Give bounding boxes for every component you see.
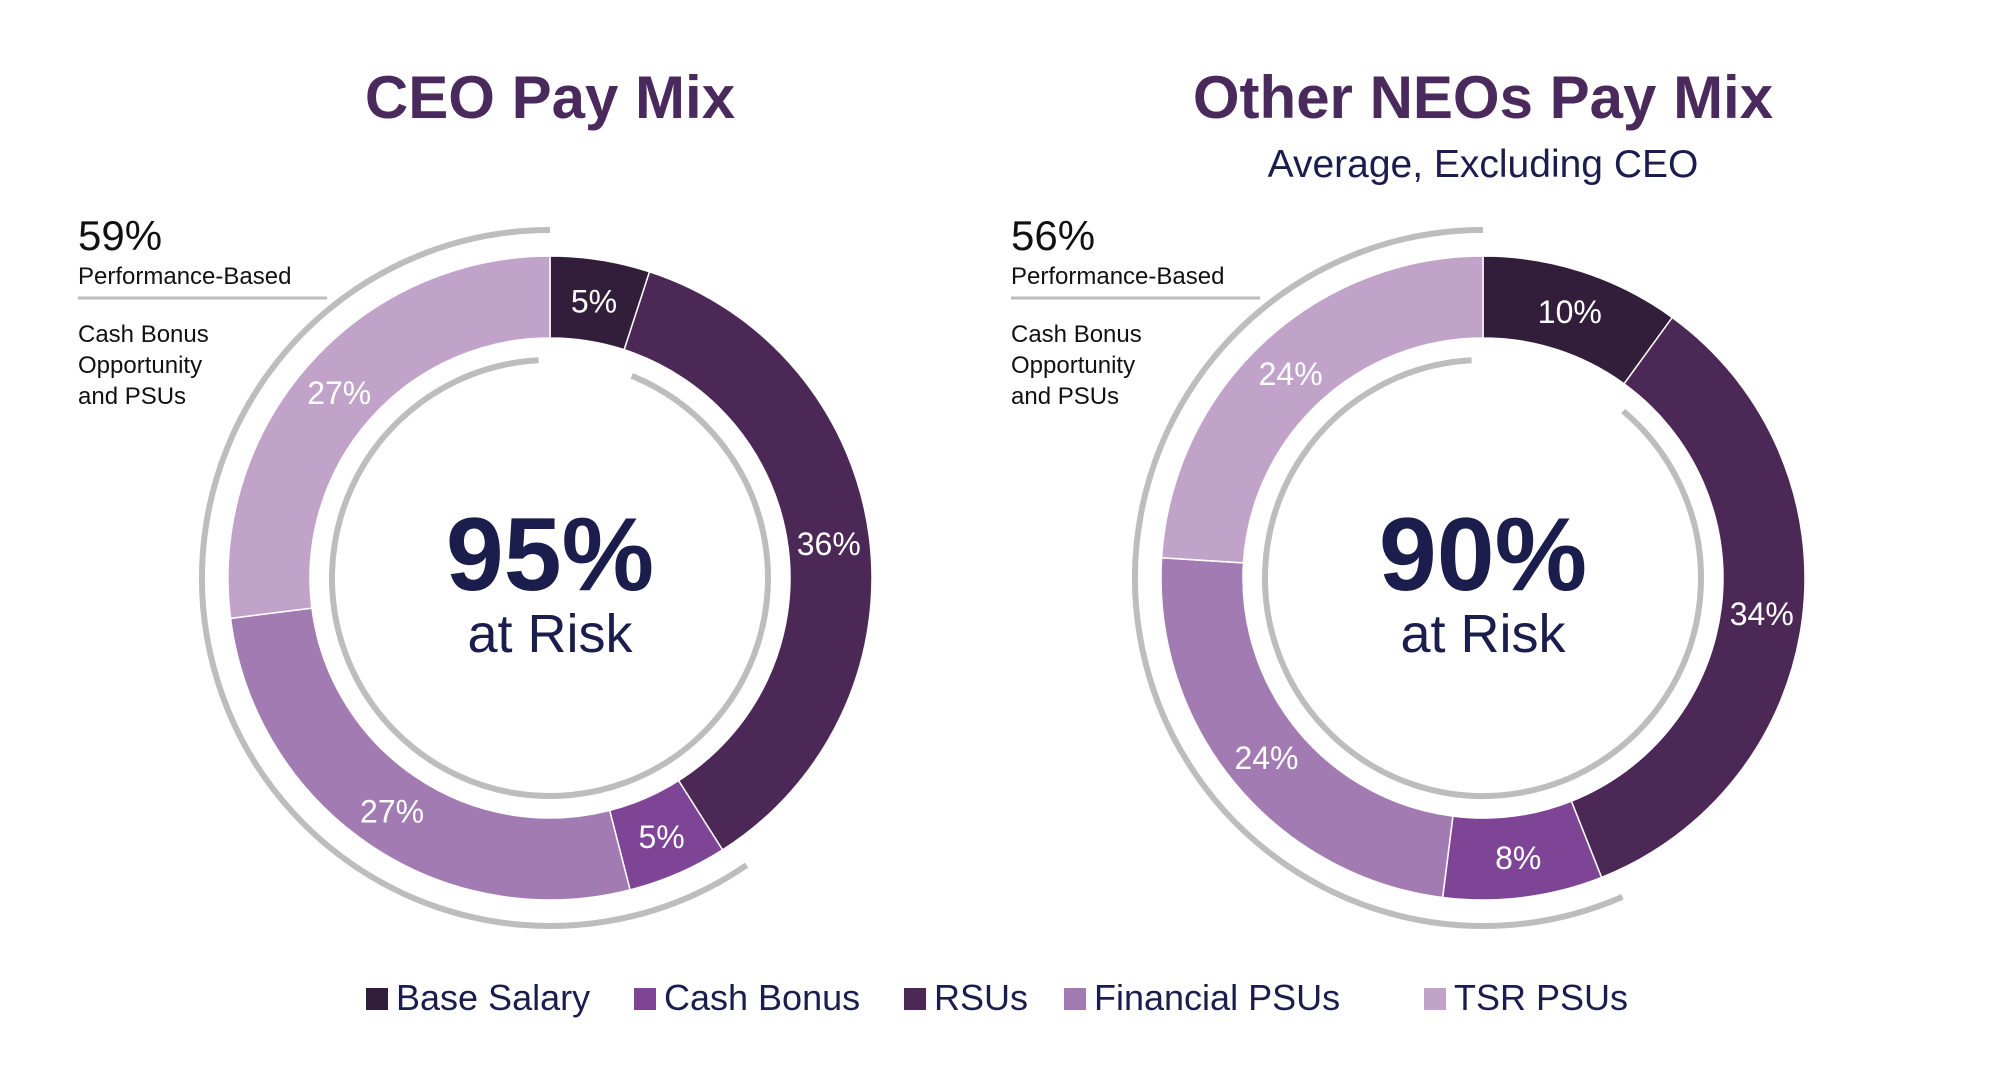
legend-label: RSUs: [934, 977, 1028, 1018]
callout-value: 56%: [1011, 212, 1095, 259]
callout-note-line: Cash Bonus: [78, 321, 209, 348]
legend-label: Base Salary: [396, 977, 590, 1018]
legend-item: TSR PSUs: [1424, 977, 1628, 1018]
slice-tsr-psus: [1160, 255, 1484, 564]
legend-swatch: [634, 988, 656, 1010]
slice-label: 10%: [1538, 294, 1602, 330]
at-risk-arc: [329, 357, 771, 799]
legend-label: Financial PSUs: [1094, 977, 1340, 1018]
slice-label: 27%: [360, 793, 424, 829]
callout-note-line: and PSUs: [78, 383, 186, 410]
callout-note-line: Cash Bonus: [1011, 321, 1142, 348]
callout-label: Performance-Based: [78, 263, 291, 290]
legend-label: TSR PSUs: [1454, 977, 1628, 1018]
slice-label: 36%: [797, 526, 861, 562]
callout-note-line: Opportunity: [1011, 352, 1135, 379]
chart-title: CEO Pay Mix: [365, 64, 735, 131]
slice-label: 24%: [1234, 740, 1298, 776]
callout-note-line: Opportunity: [78, 352, 202, 379]
slice-financial-psus: [229, 607, 631, 901]
slice-label: 27%: [307, 375, 371, 411]
center-label: at Risk: [467, 604, 633, 664]
callout-value: 59%: [78, 212, 162, 259]
legend-item: Base Salary: [366, 977, 590, 1018]
legend-label: Cash Bonus: [664, 977, 860, 1018]
callout-note-line: and PSUs: [1011, 383, 1119, 410]
legend-swatch: [1064, 988, 1086, 1010]
performance-based-arc: [199, 227, 749, 929]
slice-label: 8%: [1495, 840, 1541, 876]
center-value: 90%: [1379, 497, 1587, 613]
slice-label: 24%: [1259, 356, 1323, 392]
pay-mix-chart-1: CEO Pay Mix 5% 36% 5% 27% 27% 59% Performance-B…: [78, 64, 873, 929]
slice-rsus: [623, 270, 873, 851]
legend-item: Financial PSUs: [1064, 977, 1340, 1018]
chart-subtitle: Average, Excluding CEO: [1268, 143, 1699, 186]
at-risk-arc: [1262, 357, 1704, 799]
center-value: 95%: [446, 497, 654, 613]
legend-swatch: [1424, 988, 1446, 1010]
legend-item: RSUs: [904, 977, 1028, 1018]
center-label: at Risk: [1400, 604, 1566, 664]
slice-label: 5%: [571, 283, 617, 319]
performance-based-arc: [1132, 227, 1624, 929]
legend-item: Cash Bonus: [634, 977, 860, 1018]
chart-title: Other NEOs Pay Mix: [1193, 64, 1773, 131]
legend-swatch: [904, 988, 926, 1010]
slice-label: 5%: [638, 819, 684, 855]
pay-mix-chart-2: Other NEOs Pay Mix Average, Excluding CEO…: [1011, 64, 1806, 929]
legend: Base Salary Cash Bonus RSUs Financial PSUs T…: [366, 977, 1628, 1018]
slice-tsr-psus: [227, 255, 551, 620]
slice-rsus: [1570, 316, 1806, 879]
callout-label: Performance-Based: [1011, 263, 1224, 290]
legend-swatch: [366, 988, 388, 1010]
slice-label: 34%: [1730, 596, 1794, 632]
